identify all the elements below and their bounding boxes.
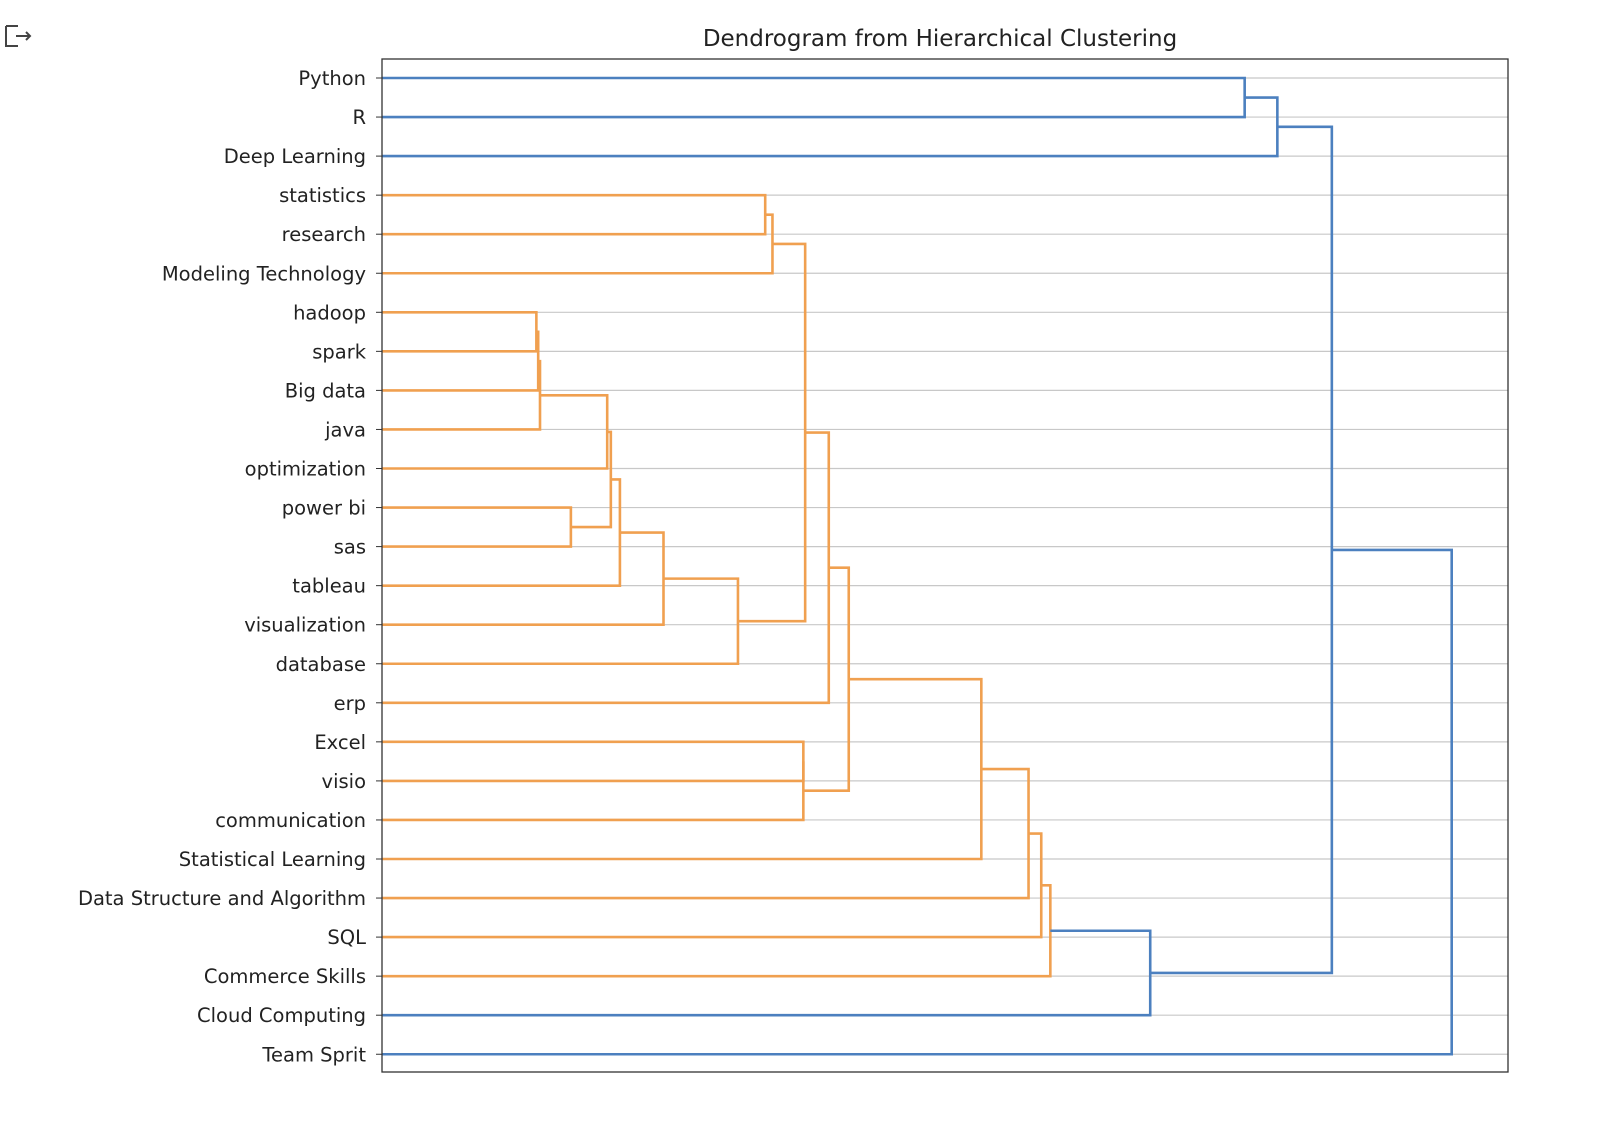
- leaf-label: Deep Learning: [224, 145, 366, 168]
- dendrogram-link: [382, 393, 609, 470]
- leaf-label: spark: [312, 340, 367, 363]
- leaf-label: Excel: [314, 731, 366, 754]
- leaf-label: Statistical Learning: [179, 848, 366, 871]
- dendrogram-link: [382, 478, 622, 587]
- leaf-label: java: [324, 418, 366, 441]
- leaf-label: Python: [298, 67, 366, 90]
- dendrogram-link: [1150, 125, 1334, 975]
- plot-frame: [381, 58, 1509, 1073]
- leaf-label: database: [276, 653, 366, 676]
- grid-lines: [382, 77, 1508, 1055]
- dendrogram-link: [382, 740, 805, 783]
- dendrogram-link: [382, 677, 983, 861]
- leaf-label: visualization: [244, 614, 366, 637]
- leaf-label: Team Sprit: [261, 1043, 366, 1066]
- chart-title: Dendrogram from Hierarchical Clustering: [703, 26, 1177, 52]
- leaf-label: sas: [334, 536, 366, 559]
- leaf-label: Commerce Skills: [204, 965, 366, 988]
- leaf-label: R: [352, 106, 366, 129]
- leaf-label: hadoop: [293, 301, 366, 324]
- dendrogram-link: [382, 193, 767, 236]
- leaf-label: visio: [322, 770, 366, 793]
- leaf-label: statistics: [279, 184, 366, 207]
- dendrogram-link: [382, 506, 573, 548]
- dendrogram-link: [382, 548, 1453, 1056]
- dendrogram-link: [382, 577, 740, 666]
- dendrogram-link: [382, 330, 540, 392]
- dendrogram-link: [737, 242, 807, 623]
- dendrogram-link: [382, 431, 831, 705]
- leaf-label: Cloud Computing: [197, 1004, 366, 1027]
- leaf-labels: Python R Deep Learning statistics research Mo…: [78, 67, 382, 1066]
- leaf-label: Data Structure and Algorithm: [78, 887, 366, 910]
- dendrogram-link: [382, 359, 542, 431]
- dendrogram-link: [382, 929, 1152, 1017]
- dendrogram-link: [382, 832, 1043, 939]
- leaf-label: power bi: [282, 497, 366, 520]
- leaf-label: research: [282, 223, 366, 246]
- dendrogram-link: [382, 767, 1030, 900]
- dendrogram-link: [382, 76, 1246, 119]
- leaf-label: communication: [215, 809, 366, 832]
- dendrogram-link: [382, 761, 805, 822]
- output-arrow-icon[interactable]: [2, 20, 34, 50]
- dendrogram-links: [382, 76, 1453, 1056]
- leaf-label: tableau: [292, 575, 366, 598]
- dendrogram-link: [570, 430, 613, 529]
- leaf-label: Modeling Technology: [162, 262, 366, 285]
- dendrogram-link: [803, 566, 851, 792]
- leaf-label: SQL: [327, 926, 366, 949]
- dendrogram-link: [382, 311, 538, 353]
- dendrogram-link: [382, 213, 774, 275]
- leaf-label: optimization: [245, 458, 366, 481]
- leaf-label: erp: [334, 692, 366, 715]
- leaf-label: Big data: [285, 379, 366, 402]
- dendrogram-link: [382, 96, 1279, 158]
